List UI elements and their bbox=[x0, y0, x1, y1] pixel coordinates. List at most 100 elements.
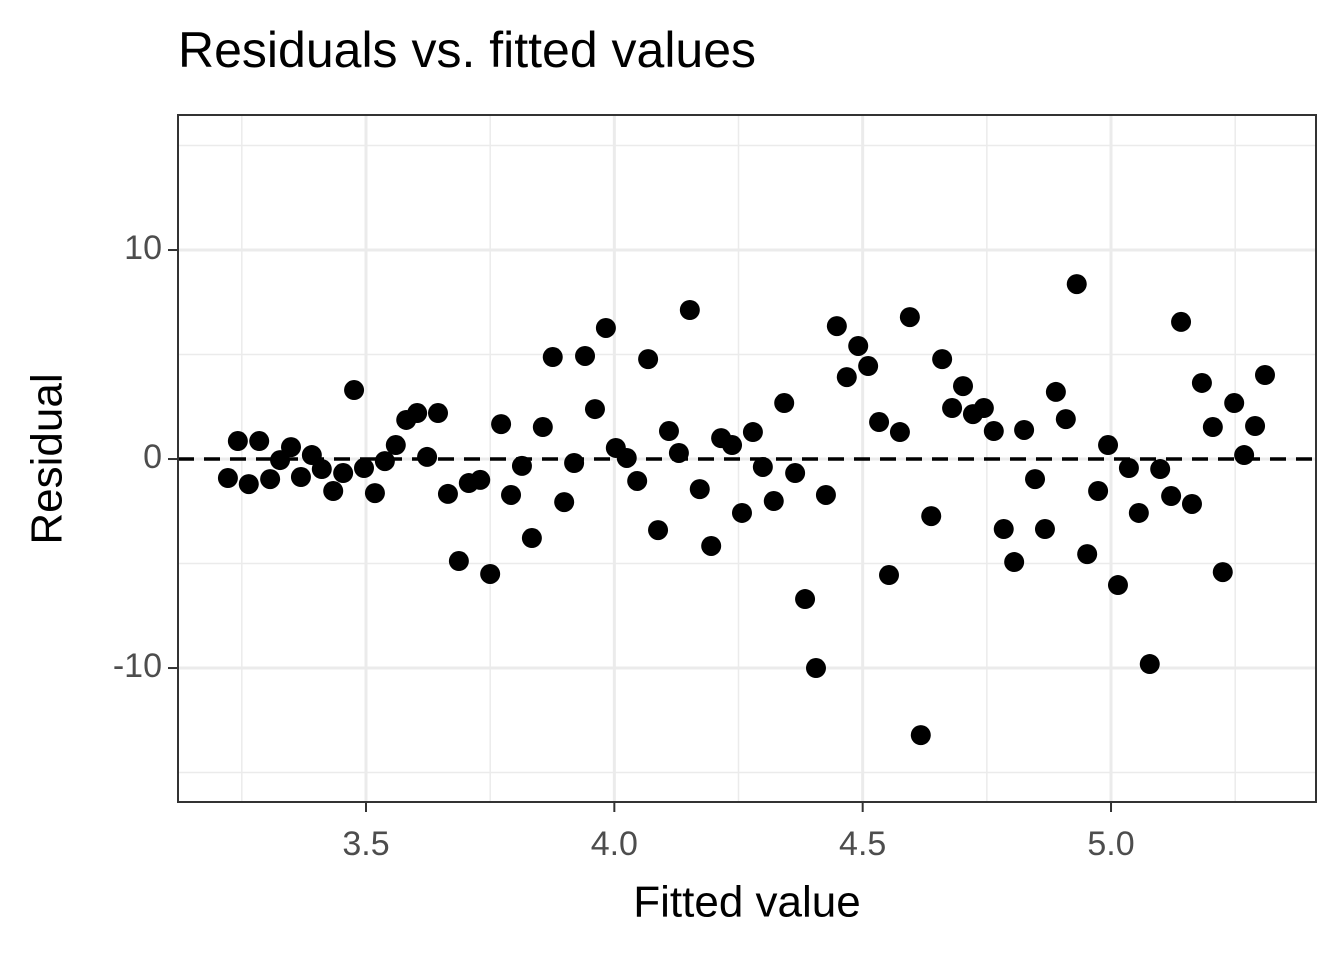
point bbox=[638, 349, 659, 370]
point bbox=[227, 431, 248, 452]
x-tick-label: 5.0 bbox=[1087, 825, 1134, 863]
point bbox=[428, 403, 449, 424]
point bbox=[983, 421, 1004, 442]
point bbox=[301, 445, 322, 466]
point bbox=[848, 335, 869, 356]
point bbox=[774, 393, 795, 414]
point bbox=[1128, 502, 1149, 523]
point bbox=[532, 417, 553, 438]
point bbox=[1025, 469, 1046, 490]
point bbox=[407, 403, 428, 424]
point bbox=[858, 356, 879, 377]
plot-border bbox=[177, 114, 1317, 803]
point bbox=[437, 483, 458, 504]
point bbox=[1234, 445, 1255, 466]
point bbox=[889, 422, 910, 443]
point bbox=[1212, 562, 1233, 583]
point bbox=[554, 492, 575, 513]
point bbox=[1161, 486, 1182, 507]
point bbox=[1045, 381, 1066, 402]
point bbox=[491, 414, 512, 435]
point bbox=[511, 455, 532, 476]
point bbox=[290, 466, 311, 487]
point bbox=[932, 349, 953, 370]
point bbox=[826, 316, 847, 337]
point bbox=[364, 483, 385, 504]
point bbox=[701, 535, 722, 556]
point bbox=[742, 422, 763, 443]
point bbox=[815, 484, 836, 505]
y-axis-label: Residual bbox=[23, 373, 72, 544]
point bbox=[374, 451, 395, 472]
point bbox=[648, 520, 669, 541]
point bbox=[260, 469, 281, 490]
point bbox=[354, 458, 375, 479]
point bbox=[249, 431, 270, 452]
point bbox=[689, 479, 710, 500]
y-tick-label: 10 bbox=[124, 229, 162, 267]
point bbox=[795, 589, 816, 610]
point bbox=[1077, 544, 1098, 565]
point bbox=[1004, 552, 1025, 573]
point bbox=[627, 470, 648, 491]
point bbox=[470, 469, 491, 490]
point bbox=[1055, 409, 1076, 430]
point bbox=[217, 468, 238, 489]
point bbox=[501, 484, 522, 505]
point bbox=[1254, 365, 1275, 386]
point bbox=[595, 317, 616, 338]
point bbox=[1014, 419, 1035, 440]
chart-title: Residuals vs. fitted values bbox=[178, 22, 756, 78]
point bbox=[679, 300, 700, 321]
point bbox=[1107, 575, 1128, 596]
point bbox=[953, 376, 974, 397]
point bbox=[575, 345, 596, 366]
point bbox=[323, 481, 344, 502]
point bbox=[1098, 435, 1119, 456]
point bbox=[1088, 481, 1109, 502]
x-tick-label: 4.0 bbox=[591, 825, 638, 863]
point bbox=[311, 459, 332, 480]
point bbox=[1139, 654, 1160, 675]
point bbox=[942, 398, 963, 419]
y-tick-label: 0 bbox=[143, 438, 162, 476]
point bbox=[658, 421, 679, 442]
y-tick-label: -10 bbox=[113, 647, 162, 685]
point bbox=[1066, 274, 1087, 295]
point bbox=[836, 367, 857, 388]
point bbox=[564, 452, 585, 473]
point bbox=[542, 347, 563, 368]
point bbox=[238, 474, 259, 495]
point bbox=[480, 563, 501, 584]
point bbox=[584, 399, 605, 420]
point bbox=[1245, 415, 1266, 436]
point bbox=[448, 551, 469, 572]
point bbox=[1034, 519, 1055, 540]
x-tick-label: 4.5 bbox=[839, 825, 886, 863]
point bbox=[763, 491, 784, 512]
point bbox=[805, 658, 826, 679]
point bbox=[1202, 417, 1223, 438]
point bbox=[521, 528, 542, 549]
point bbox=[1171, 311, 1192, 332]
point bbox=[668, 442, 689, 463]
point bbox=[899, 307, 920, 328]
point bbox=[973, 398, 994, 419]
x-axis-label: Fitted value bbox=[633, 878, 860, 927]
point bbox=[879, 565, 900, 586]
point bbox=[1118, 458, 1139, 479]
point bbox=[869, 412, 890, 433]
point bbox=[752, 456, 773, 477]
point bbox=[1224, 393, 1245, 414]
point bbox=[1150, 459, 1171, 480]
point bbox=[910, 725, 931, 746]
point bbox=[280, 437, 301, 458]
point bbox=[1181, 493, 1202, 514]
point bbox=[417, 446, 438, 467]
point bbox=[993, 519, 1014, 540]
point bbox=[785, 463, 806, 484]
point bbox=[333, 463, 354, 484]
point bbox=[722, 435, 743, 456]
point bbox=[921, 506, 942, 527]
